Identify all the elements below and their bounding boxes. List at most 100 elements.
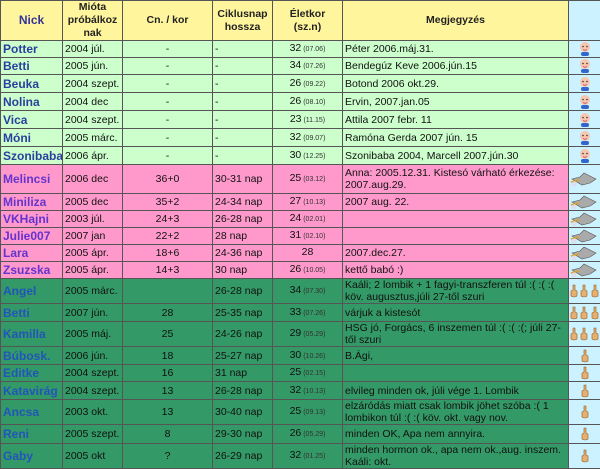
- nick-cell[interactable]: Móni: [1, 129, 63, 147]
- since-cell: 2004 dec: [63, 93, 123, 111]
- age-cell: 23 (11.15): [273, 111, 343, 129]
- nick-cell[interactable]: Szonibaba: [1, 147, 63, 165]
- age-value: 25: [290, 405, 302, 417]
- birthday-value: (10.13): [301, 199, 325, 206]
- cycle-cell: 29-30 nap: [213, 425, 273, 444]
- birthday-value: (02.01): [301, 216, 325, 223]
- age-value: 30: [290, 349, 302, 361]
- birthday-value: (03.12): [301, 176, 325, 183]
- nick-cell[interactable]: Kamilla: [1, 322, 63, 347]
- cycle-cell: -: [213, 111, 273, 129]
- cn-cell: 24+3: [123, 211, 213, 228]
- cn-cell: 14+3: [123, 262, 213, 279]
- cn-cell: [123, 279, 213, 304]
- age-cell: 24 (02.01): [273, 211, 343, 228]
- header-nick: Nick: [1, 1, 63, 41]
- birthday-value: (05.29): [301, 431, 325, 438]
- note-cell: HSG jó, Forgács, 6 inszemen túl :( :( :(…: [343, 322, 569, 347]
- nick-cell[interactable]: Miniliza: [1, 194, 63, 211]
- age-value: 23: [290, 113, 302, 125]
- nick-cell[interactable]: Potter: [1, 41, 63, 58]
- nick-cell[interactable]: Beuka: [1, 75, 63, 93]
- birthday-value: (07.26): [301, 63, 325, 70]
- birthday-value: (02.10): [301, 233, 325, 240]
- header-row: Nick Mióta próbálkoz nak Cn. / kor Ciklu…: [1, 1, 600, 41]
- crossed-fingers-icon: [569, 444, 600, 469]
- since-cell: 2005 ápr.: [63, 262, 123, 279]
- age-cell: 26 (05.29): [273, 425, 343, 444]
- nick-cell[interactable]: VKHajni: [1, 211, 63, 228]
- since-cell: 2005 máj.: [63, 322, 123, 347]
- since-cell: 2006 dec: [63, 165, 123, 194]
- note-cell: Kaáli; 2 lombik + 1 fagyi-transzferen tú…: [343, 279, 569, 304]
- cycle-cell: 31 nap: [213, 365, 273, 382]
- nick-cell[interactable]: Gaby: [1, 444, 63, 469]
- birthday-value: (10.13): [301, 388, 325, 395]
- nick-cell[interactable]: Angel: [1, 279, 63, 304]
- cycle-cell: -: [213, 75, 273, 93]
- nick-cell[interactable]: Julie007: [1, 228, 63, 245]
- note-cell: minden hormon ok., apa nem ok.,aug. insz…: [343, 444, 569, 469]
- note-cell: 2007.dec.27.: [343, 245, 569, 262]
- crossed-fingers-icon: [569, 279, 600, 304]
- since-cell: 2004 szept.: [63, 75, 123, 93]
- cn-cell: -: [123, 75, 213, 93]
- nick-cell[interactable]: Melincsi: [1, 165, 63, 194]
- cycle-cell: 24-26 nap: [213, 322, 273, 347]
- nick-cell[interactable]: Reni: [1, 425, 63, 444]
- nick-cell[interactable]: Katavirág: [1, 382, 63, 400]
- nick-cell[interactable]: Editke: [1, 365, 63, 382]
- note-cell: [343, 365, 569, 382]
- nick-cell[interactable]: Vica: [1, 111, 63, 129]
- nick-cell[interactable]: Nolina: [1, 93, 63, 111]
- age-cell: 25 (02.15): [273, 365, 343, 382]
- note-cell: várjuk a kistesót: [343, 304, 569, 322]
- crossed-fingers-icon: [569, 304, 600, 322]
- age-value: 26: [290, 427, 302, 439]
- age-value: 30: [290, 149, 302, 161]
- age-value: 32: [290, 449, 302, 461]
- nick-cell[interactable]: Zsuzska: [1, 262, 63, 279]
- baby-icon: [569, 147, 600, 165]
- since-cell: 2003 okt.: [63, 400, 123, 425]
- age-cell: 26 (10.05): [273, 262, 343, 279]
- since-cell: 2004 szept.: [63, 111, 123, 129]
- nick-cell[interactable]: Betti: [1, 304, 63, 322]
- birthday-value: (09.22): [301, 81, 325, 88]
- header-since: Mióta próbálkoz nak: [63, 1, 123, 41]
- age-value: 31: [290, 229, 302, 241]
- age-value: 34: [290, 284, 302, 296]
- birthday-value: (11.15): [302, 117, 326, 124]
- since-cell: 2005 márc.: [63, 279, 123, 304]
- nick-cell[interactable]: Búbosk.: [1, 347, 63, 365]
- birthday-value: (09.13): [301, 409, 325, 416]
- cn-cell: 13: [123, 400, 213, 425]
- nick-cell[interactable]: Lara: [1, 245, 63, 262]
- note-cell: Bendegúz Keve 2006.jún.15: [343, 58, 569, 75]
- nick-cell[interactable]: Betti: [1, 58, 63, 75]
- birthday-value: (07.06): [301, 46, 325, 53]
- age-cell: 34 (07.26): [273, 58, 343, 75]
- cycle-cell: 24-36 nap: [213, 245, 273, 262]
- since-cell: 2005 ápr.: [63, 245, 123, 262]
- age-cell: 26 (08.10): [273, 93, 343, 111]
- stork-icon: [569, 262, 600, 279]
- crossed-fingers-icon: [569, 347, 600, 365]
- age-cell: 33 (07.26): [273, 304, 343, 322]
- note-cell: elvileg minden ok, júli vége 1. Lombik: [343, 382, 569, 400]
- crossed-fingers-icon: [569, 365, 600, 382]
- baby-icon: [569, 75, 600, 93]
- birthday-value: (10.26): [301, 353, 325, 360]
- cn-cell: 13: [123, 382, 213, 400]
- nick-cell[interactable]: Ancsa: [1, 400, 63, 425]
